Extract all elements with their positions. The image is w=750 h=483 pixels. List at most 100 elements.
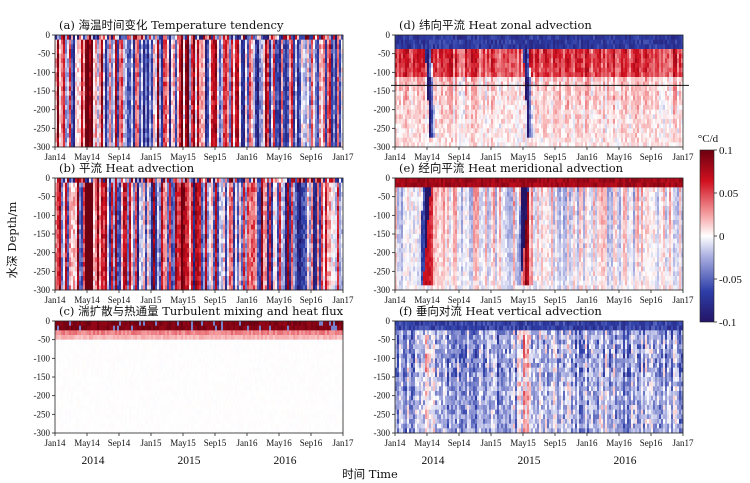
heatmap-cell <box>111 100 114 106</box>
heatmap-cell <box>205 44 208 50</box>
heatmap-cell <box>207 133 210 138</box>
heatmap-cell <box>109 187 112 193</box>
heatmap-cell <box>317 53 320 59</box>
heatmap-cell <box>235 86 238 92</box>
heatmap-cell <box>211 49 214 54</box>
heatmap-cell <box>307 86 310 92</box>
heatmap-cell <box>137 206 140 211</box>
heatmap-cell <box>109 257 112 263</box>
heatmap-cell <box>133 257 136 263</box>
heatmap-cell <box>297 81 300 87</box>
heatmap-cell <box>57 105 60 110</box>
heatmap-cell <box>157 182 160 188</box>
heatmap-cell <box>133 35 136 40</box>
heatmap-cell <box>129 123 132 129</box>
heatmap-cell <box>313 142 316 148</box>
heatmap-cell <box>303 72 306 78</box>
heatmap-cell <box>61 119 64 124</box>
heatmap-cell <box>279 77 282 82</box>
heatmap-cell <box>137 119 140 124</box>
heatmap-cell <box>243 67 246 73</box>
heatmap-cell <box>91 86 94 92</box>
heatmap-cell <box>155 285 158 291</box>
heatmap-cell <box>69 285 72 291</box>
heatmap-cell <box>317 63 320 68</box>
heatmap-cell <box>321 86 324 92</box>
heatmap-cell <box>55 196 58 202</box>
heatmap-cell <box>81 196 84 202</box>
heatmap-cell <box>77 44 80 50</box>
heatmap-cell <box>227 53 230 59</box>
heatmap-cell <box>165 248 168 253</box>
heatmap-cell <box>137 133 140 138</box>
heatmap-cell <box>71 81 74 87</box>
heatmap-cell <box>197 91 200 96</box>
heatmap-cell <box>83 257 86 263</box>
heatmap-cell <box>79 142 82 148</box>
heatmap-cell <box>149 95 152 101</box>
heatmap-cell <box>317 86 320 92</box>
heatmap-cell <box>193 142 196 148</box>
heatmap-cell <box>147 224 150 230</box>
heatmap-cell <box>159 276 162 281</box>
heatmap-cell <box>119 192 122 197</box>
heatmap-cell <box>59 271 62 277</box>
heatmap-cell <box>247 100 250 106</box>
heatmap-cell <box>135 252 138 258</box>
heatmap-cell <box>97 63 100 68</box>
heatmap-cell <box>77 201 80 207</box>
heatmap-cell <box>99 215 102 221</box>
heatmap-cell <box>113 201 116 207</box>
heatmap-cell <box>197 137 200 143</box>
heatmap-cell <box>115 119 118 124</box>
heatmap-cell <box>55 280 58 286</box>
heatmap-cell <box>273 35 276 40</box>
heatmap-cell <box>325 128 328 134</box>
heatmap-cell <box>61 77 64 82</box>
heatmap-cell <box>75 243 78 249</box>
heatmap-cell <box>189 128 192 134</box>
heatmap-cell <box>169 220 172 225</box>
heatmap-cell <box>99 91 102 96</box>
heatmap-cell <box>73 224 76 230</box>
heatmap-cell <box>77 100 80 106</box>
heatmap-cell <box>137 243 140 249</box>
heatmap-cell <box>163 206 166 211</box>
heatmap-cell <box>321 63 324 68</box>
heatmap-cell <box>163 262 166 267</box>
heatmap-cell <box>119 142 122 148</box>
heatmap-cell <box>263 86 266 92</box>
heatmap-cell <box>61 187 64 193</box>
heatmap-cell <box>101 182 104 188</box>
heatmap-cell <box>103 210 106 216</box>
heatmap-cell <box>197 119 200 124</box>
heatmap-cell <box>223 100 226 106</box>
heatmap-cell <box>183 137 186 143</box>
heatmap-cell <box>91 58 94 64</box>
heatmap-cell <box>299 49 302 54</box>
heatmap-cell <box>59 109 62 115</box>
heatmap-cell <box>179 215 182 221</box>
heatmap-cell <box>153 142 156 148</box>
heatmap-cell <box>99 220 102 225</box>
heatmap-cell <box>95 215 98 221</box>
heatmap-cell <box>257 133 260 138</box>
heatmap-cell <box>139 224 142 230</box>
heatmap-cell <box>137 58 140 64</box>
heatmap-cell <box>143 262 146 267</box>
heatmap-cell <box>237 95 240 101</box>
heatmap-cell <box>167 119 170 124</box>
heatmap-cell <box>301 35 304 40</box>
heatmap-cell <box>257 67 260 73</box>
heatmap-cell <box>179 91 182 96</box>
heatmap-cell <box>149 58 152 64</box>
heatmap-cell <box>131 63 134 68</box>
heatmap-cell <box>101 196 104 202</box>
heatmap-cell <box>167 95 170 101</box>
heatmap-cell <box>301 63 304 68</box>
heatmap-cell <box>169 178 172 183</box>
heatmap-cell <box>57 63 60 68</box>
heatmap-cell <box>71 238 74 244</box>
heatmap-cell <box>303 53 306 59</box>
heatmap-cell <box>93 280 96 286</box>
